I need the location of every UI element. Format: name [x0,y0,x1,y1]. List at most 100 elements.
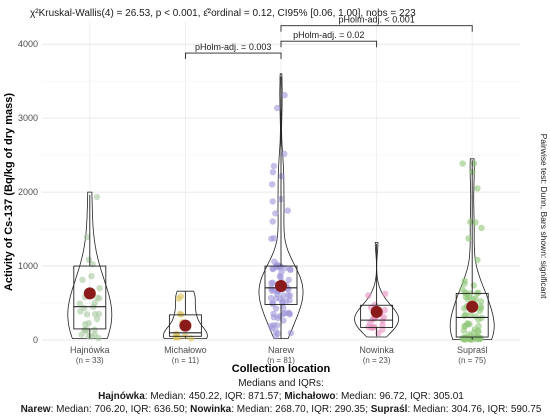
data-point [286,297,293,304]
caption-group-name: Narew [21,404,51,415]
data-point [96,285,103,292]
mean-point [179,319,192,332]
iqr-box [73,265,107,330]
means [83,280,479,332]
data-point [280,317,287,324]
data-point [274,104,281,112]
mean-point [466,300,479,313]
data-point [178,311,185,318]
data-point [280,292,287,300]
comparison-brackets: pHolm-adj. = 0.003 pHolm-adj. = 0.02 pHolm… [184,15,473,60]
iqr-box [168,314,202,337]
data-point [286,311,294,318]
caption-line-1: Hajnówka: Median: 450.22, IQR: 871.57; M… [98,391,464,402]
data-point [286,292,294,299]
caption-heading: Medians and IQRs: [238,378,324,389]
caption-group-name: Nowinka [190,404,232,415]
data-point [467,312,474,319]
data-point [182,332,189,339]
violin [67,191,113,339]
data-point [91,326,98,333]
data-point [280,310,287,317]
iqr-box [360,304,394,328]
data-point [475,327,482,334]
mean-point [370,305,383,318]
comparison-bracket [280,40,378,48]
data-point [462,311,469,318]
boxes [73,76,489,340]
data-point [268,181,276,188]
data-point [279,300,286,307]
data-point [85,256,93,263]
mean-point [83,287,96,300]
stat-header: χ²Kruskal-Wallis(4) = 26.53, p < 0.001, … [30,7,416,19]
data-point [76,300,84,307]
points [76,91,485,343]
data-point [269,198,276,205]
y-axis-title: Activity of Cs-137 (Bq/kg of dry mass) [3,93,15,291]
x-axis-title: Collection location [232,363,331,375]
caption: Medians and IQRs: Hajnówka: Median: 450.… [21,378,542,415]
data-point [461,277,468,284]
data-point [284,207,291,214]
data-point [470,282,477,289]
data-point [382,290,389,297]
data-point [267,294,275,302]
y-tick-label: 2000 [18,187,38,197]
comparison-label: pHolm-adj. = 0.003 [195,42,271,52]
data-point [175,295,182,302]
y-tick-label: 0 [33,335,38,345]
data-point [474,185,481,192]
data-point [477,303,484,310]
data-point [460,327,468,334]
data-point [459,160,466,167]
comparison-bracket [280,25,473,32]
violin [163,290,208,339]
data-point [465,235,472,242]
x-tick-label: Supraśl [457,345,488,355]
data-point [379,321,386,329]
mean-point [275,280,287,293]
data-point [465,293,473,301]
y-tick-label: 1000 [18,261,38,271]
data-point [269,218,276,225]
data-point [94,294,101,301]
data-point [380,314,388,321]
comparison-bracket [184,52,282,60]
violin [258,73,304,339]
y-axis-ticks: 0 1000 2000 3000 4000 [18,39,38,345]
data-point [285,276,292,284]
data-point [274,330,281,337]
x-tick-count: (n = 75) [458,356,486,365]
caption-stats: : Median: 96.72, IQR: 305.01 [335,391,464,402]
x-tick-count: (n = 11) [172,356,200,365]
x-tick-label: Narew [268,345,295,355]
data-point [83,233,91,241]
kruskal-wallis-stat: χ²Kruskal-Wallis(4) = 26.53, p < 0.001, … [30,7,416,19]
data-point [85,320,92,327]
y-tick-label: 3000 [18,113,38,123]
data-point [476,335,483,343]
x-tick-label: Hajnówka [70,345,110,355]
grid [42,22,520,341]
data-point [466,321,473,328]
data-point [281,150,288,158]
data-point [268,235,275,242]
data-point [270,162,278,170]
data-point [477,298,485,305]
data-point [472,295,479,303]
caption-stats: : Median: 706.20, IQR: 636.50; [51,404,191,415]
data-point [172,334,179,341]
data-point [95,310,103,318]
data-point [79,276,86,283]
y-tick-label: 4000 [18,39,38,49]
caption-stats: : Median: 450.22, IQR: 871.57; [145,391,285,402]
iqr-box [455,292,489,338]
data-point [270,322,278,329]
caption-group-name: Michałowo [284,391,335,402]
data-point [272,210,279,217]
data-point [381,306,388,314]
data-point [465,331,473,338]
data-point [365,292,372,299]
